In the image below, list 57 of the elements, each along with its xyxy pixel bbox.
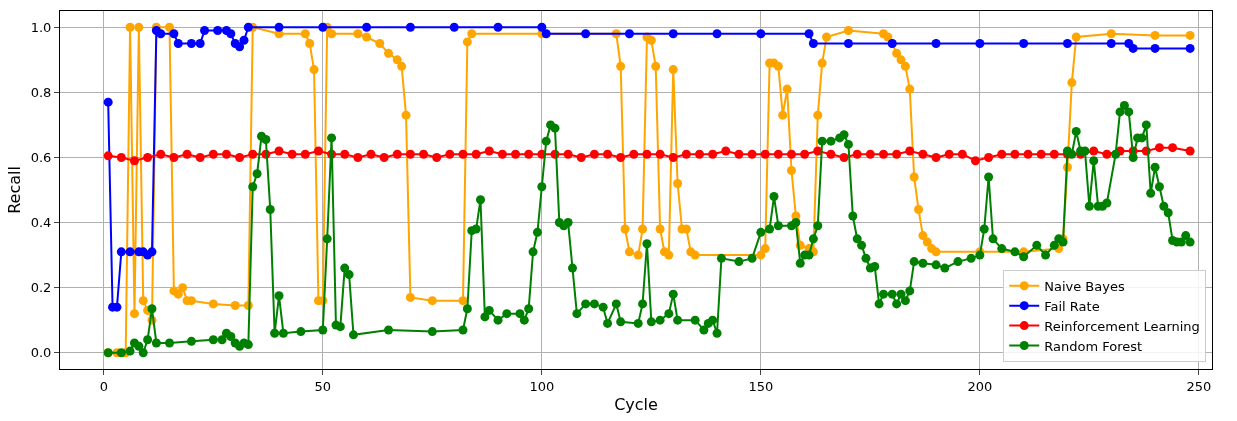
point <box>537 22 547 32</box>
point <box>756 29 766 39</box>
point <box>668 29 678 39</box>
point <box>213 26 223 36</box>
point <box>712 29 722 39</box>
point <box>226 29 236 39</box>
legend-label: Reinforcement Learning <box>1044 318 1200 334</box>
y-tick-label: 0.8 <box>30 84 52 100</box>
y-tick-label: 0.6 <box>30 150 52 165</box>
point <box>1106 39 1116 49</box>
x-tick-label: 200 <box>967 378 993 394</box>
x-tick-label: 150 <box>748 378 774 394</box>
point <box>581 29 591 39</box>
point <box>195 39 205 49</box>
point <box>235 42 245 52</box>
point <box>116 247 126 257</box>
point <box>1019 39 1029 49</box>
point <box>804 29 814 39</box>
legend-label: Naive Bayes <box>1044 278 1125 294</box>
point <box>239 35 249 45</box>
point <box>1185 43 1195 53</box>
y-tick-label: 0.4 <box>30 215 52 231</box>
point <box>169 29 179 39</box>
point <box>103 97 113 107</box>
legend-label: Fail Rate <box>1044 298 1100 314</box>
point <box>186 39 196 49</box>
point <box>1062 39 1072 49</box>
point <box>541 29 551 39</box>
x-tick-label: 0 <box>99 378 108 394</box>
point <box>449 22 459 32</box>
x-axis-title: Cycle <box>614 395 658 415</box>
point <box>931 39 941 49</box>
point <box>1128 43 1138 53</box>
y-tick-label: 1.0 <box>30 19 52 35</box>
point <box>147 247 157 257</box>
point <box>843 39 853 49</box>
legend-label: Random Forest <box>1044 338 1143 354</box>
y-tick-label: 0.2 <box>30 280 52 296</box>
point <box>405 22 415 32</box>
point <box>200 26 210 36</box>
point <box>493 22 503 32</box>
point <box>362 22 372 32</box>
y-axis-title: Recall <box>4 166 24 214</box>
x-tick-label: 250 <box>1186 378 1212 394</box>
point <box>975 39 985 49</box>
point <box>624 29 634 39</box>
point <box>173 39 183 49</box>
point <box>274 22 284 32</box>
x-tick-label: 100 <box>529 378 555 394</box>
point <box>318 22 328 32</box>
y-tick-label: 0.0 <box>30 345 52 361</box>
x-tick-label: 50 <box>314 378 332 394</box>
point <box>125 247 135 257</box>
point <box>156 29 166 39</box>
point <box>243 22 253 32</box>
point <box>808 39 818 49</box>
point <box>1150 43 1160 53</box>
